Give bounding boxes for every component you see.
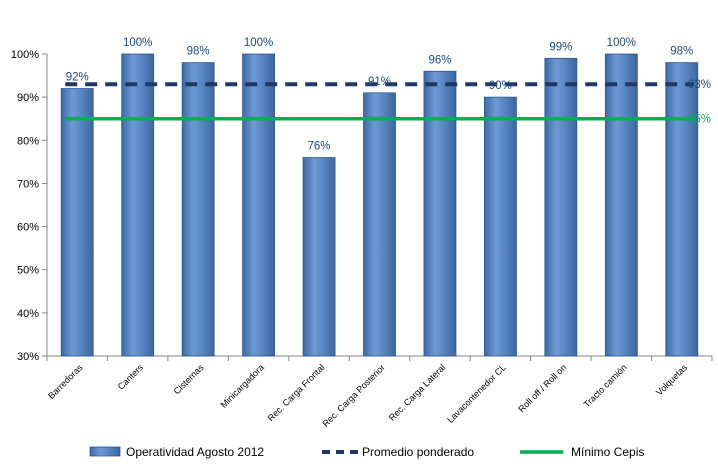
minimo-label: 85% <box>688 114 711 126</box>
promedio-label: 93% <box>688 79 711 91</box>
data-label-5: 76% <box>308 141 331 153</box>
bar-6 <box>363 92 396 357</box>
legend-swatch-bar <box>89 446 121 457</box>
category-label-5: Rec. Carga Frontal <box>266 362 327 423</box>
data-labels: 92% 100% 98% 100% 76% 91% 96% 90% 99% 100% 98% 93% 8… <box>66 37 711 153</box>
y-tick-label: 30% <box>17 351 39 363</box>
bar-9 <box>544 57 578 357</box>
bar-10 <box>604 53 638 357</box>
legend-label-minimo: Mínimo Cepis <box>571 445 644 459</box>
data-label-1: 92% <box>66 72 89 84</box>
bar-3 <box>181 62 215 357</box>
bar-2 <box>121 53 155 357</box>
data-label-6: 91% <box>368 76 391 88</box>
data-label-11: 98% <box>670 46 693 58</box>
data-label-10: 100% <box>607 37 636 49</box>
bar-11 <box>665 62 699 357</box>
bar-1 <box>60 88 94 357</box>
y-tick-label: 70% <box>17 178 39 190</box>
category-label-3: Cisternas <box>172 362 206 396</box>
category-labels: Barredoras Canters Cisternas Minicargadora R… <box>46 362 689 429</box>
category-label-11: Volquetas <box>654 362 689 397</box>
legend-label-promedio: Promedio ponderado <box>362 445 474 459</box>
y-tick-label: 40% <box>17 308 39 320</box>
data-label-8: 90% <box>489 80 512 92</box>
category-label-10: Tracto camión <box>582 362 629 409</box>
data-label-4: 100% <box>244 37 273 49</box>
legend-label-bar: Operatividad Agosto 2012 <box>126 445 264 459</box>
category-label-2: Canters <box>116 362 146 392</box>
data-label-7: 96% <box>428 54 451 66</box>
data-label-3: 98% <box>187 46 210 58</box>
category-label-7: Rec. Carga Lateral <box>387 362 447 422</box>
y-tick-label: 60% <box>17 222 39 234</box>
y-tick-label: 100% <box>11 49 39 61</box>
bars <box>60 53 699 357</box>
data-label-9: 99% <box>549 41 572 53</box>
axes: 30% 40% 50% 60% 70% 80% 90% 100% <box>11 49 713 363</box>
bar-7 <box>423 70 457 357</box>
category-label-9: Roll off / Roll on <box>516 362 568 414</box>
y-tick-label: 80% <box>17 135 39 147</box>
bar-8 <box>484 96 517 357</box>
y-tick-label: 90% <box>17 92 39 104</box>
reference-lines <box>65 82 694 121</box>
y-tick-label: 50% <box>17 265 39 277</box>
category-label-1: Barredoras <box>46 362 85 401</box>
bar-5 <box>302 157 336 357</box>
category-label-6: Rec. Carga Posterior <box>320 362 387 429</box>
data-label-2: 100% <box>123 37 152 49</box>
legend: Operatividad Agosto 2012 Promedio pondera… <box>89 445 644 459</box>
bar-4 <box>242 53 275 357</box>
category-label-4: Minicargadora <box>219 362 266 409</box>
category-label-8: Lavacontenedor CL <box>445 362 508 425</box>
